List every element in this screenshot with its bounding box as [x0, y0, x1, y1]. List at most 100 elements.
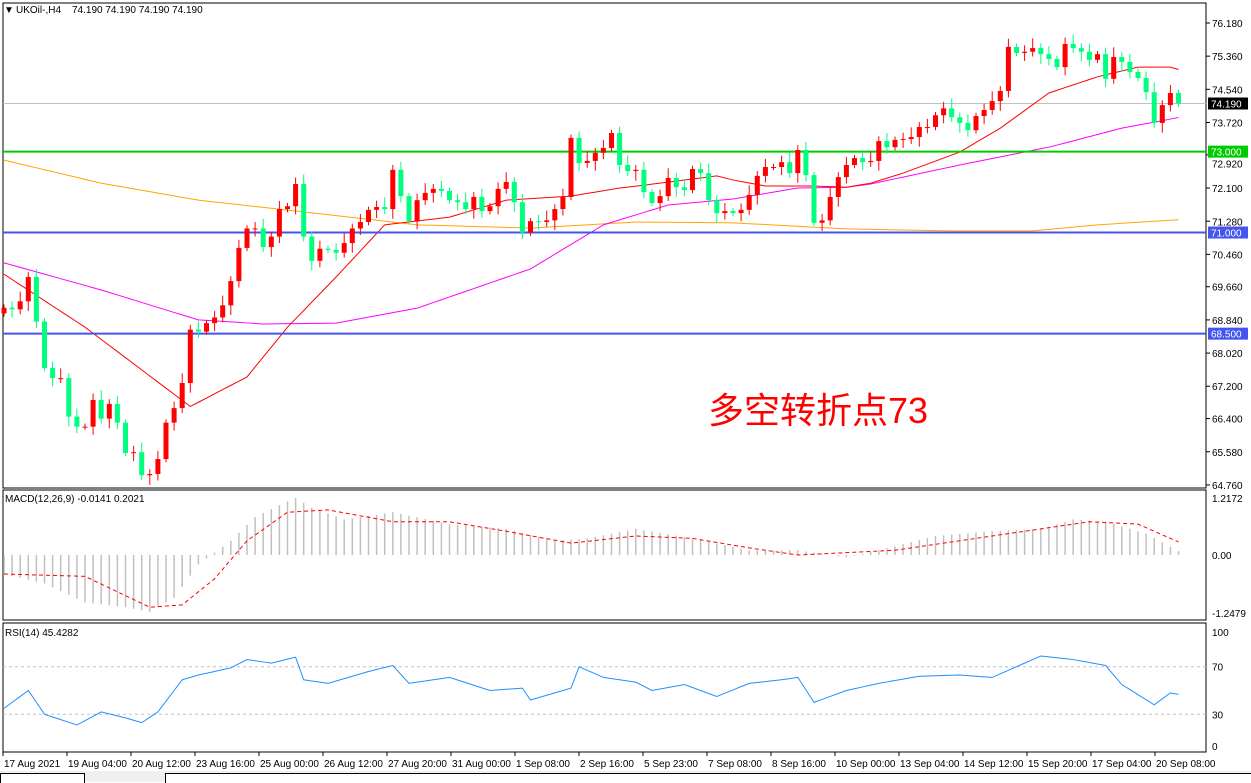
candle — [617, 133, 623, 165]
annotation-text: 多空转折点73 — [708, 390, 928, 431]
candle — [1078, 48, 1084, 52]
triangle-down-icon[interactable]: ▼ — [4, 5, 14, 16]
candle — [876, 141, 882, 161]
candle — [58, 378, 64, 380]
candle — [949, 108, 955, 118]
candle — [1119, 56, 1125, 62]
time-tick-label: 8 Sep 16:00 — [772, 759, 826, 770]
candle — [1086, 51, 1092, 60]
candle — [609, 133, 614, 148]
price-panel[interactable] — [1, 34, 1207, 485]
candle — [260, 228, 266, 248]
candle — [333, 249, 339, 253]
time-tick-label: 19 Aug 04:00 — [68, 759, 127, 770]
time-tick-label: 23 Aug 16:00 — [196, 759, 255, 770]
candle — [1135, 71, 1141, 79]
candle — [633, 169, 639, 172]
candle — [868, 160, 874, 163]
candle — [892, 139, 898, 148]
candle — [228, 281, 234, 306]
candle — [771, 167, 776, 169]
candle — [657, 196, 663, 204]
time-tick-label: 25 Aug 00:00 — [260, 759, 319, 770]
candle — [568, 137, 574, 197]
candle — [600, 147, 606, 153]
candle — [738, 209, 744, 214]
candle — [179, 383, 185, 409]
bottom-tab-bar — [0, 771, 1251, 783]
rsi-tick-label: 30 — [1212, 710, 1224, 721]
candle — [1030, 48, 1036, 52]
time-tick-label: 17 Sep 04:00 — [1092, 759, 1152, 770]
candle — [1176, 92, 1181, 104]
candle — [1014, 46, 1019, 53]
price-tick-label: 71.280 — [1212, 218, 1243, 229]
candle — [471, 196, 477, 210]
candle — [90, 399, 96, 427]
candle — [366, 209, 371, 223]
candle — [1062, 44, 1068, 68]
candle — [455, 200, 461, 203]
rsi-title: RSI(14) 45.4282 — [5, 628, 79, 639]
candle — [42, 321, 47, 369]
candle — [1070, 44, 1076, 49]
panel-frame — [2, 622, 1207, 753]
time-tick-label: 20 Sep 08:00 — [1156, 759, 1216, 770]
candle — [422, 192, 428, 201]
chart-tab[interactable] — [165, 773, 1251, 783]
price-tick-label: 69.660 — [1212, 283, 1243, 294]
candle — [9, 307, 15, 310]
candle — [1143, 78, 1149, 93]
candle — [398, 169, 404, 197]
candle — [706, 173, 712, 201]
candle — [519, 202, 525, 233]
candle — [276, 209, 282, 237]
candle — [382, 207, 388, 210]
candle — [900, 139, 906, 141]
candle — [592, 152, 598, 161]
candle — [965, 122, 971, 131]
rsi-panel[interactable] — [3, 655, 1206, 726]
candle — [131, 452, 137, 454]
candle — [1005, 46, 1011, 91]
candle — [139, 452, 145, 476]
candle — [1038, 48, 1044, 55]
candle — [17, 301, 23, 310]
candle — [98, 399, 104, 419]
level-tag-bg — [1208, 145, 1248, 158]
time-tick-label: 14 Sep 12:00 — [964, 759, 1024, 770]
candle — [285, 206, 290, 210]
candle — [681, 187, 687, 191]
price-tick-label: 67.200 — [1212, 382, 1243, 393]
candle — [933, 115, 938, 127]
candle — [908, 137, 914, 140]
candle — [309, 236, 315, 261]
candle — [163, 422, 169, 460]
candle — [819, 220, 825, 223]
candle — [779, 162, 785, 168]
macd-title: MACD(12,26,9) -0.0141 0.2021 — [5, 494, 145, 505]
chart-tab[interactable] — [0, 773, 85, 783]
macd-panel[interactable] — [3, 498, 1180, 612]
candle — [649, 192, 655, 204]
price-tick-label: 65.580 — [1212, 448, 1243, 459]
candle — [479, 196, 485, 212]
candle — [957, 117, 963, 123]
time-tick-label: 17 Aug 2021 — [4, 759, 61, 770]
candle — [981, 109, 987, 117]
candle — [244, 228, 250, 248]
candle — [989, 101, 995, 110]
candle — [787, 162, 793, 174]
macd-tick-label: 1.2172 — [1212, 494, 1243, 505]
time-tick-label: 15 Sep 20:00 — [1028, 759, 1088, 770]
candle — [973, 116, 979, 131]
time-tick-label: 5 Sep 23:00 — [644, 759, 698, 770]
macd-tick-label: -1.2479 — [1212, 609, 1246, 620]
candle — [811, 175, 817, 223]
current-price-tag: 74.190 — [1211, 99, 1242, 110]
rsi-line — [3, 655, 1179, 726]
candle — [390, 169, 396, 210]
candle — [762, 167, 768, 176]
level-tag-bg — [1208, 226, 1248, 239]
